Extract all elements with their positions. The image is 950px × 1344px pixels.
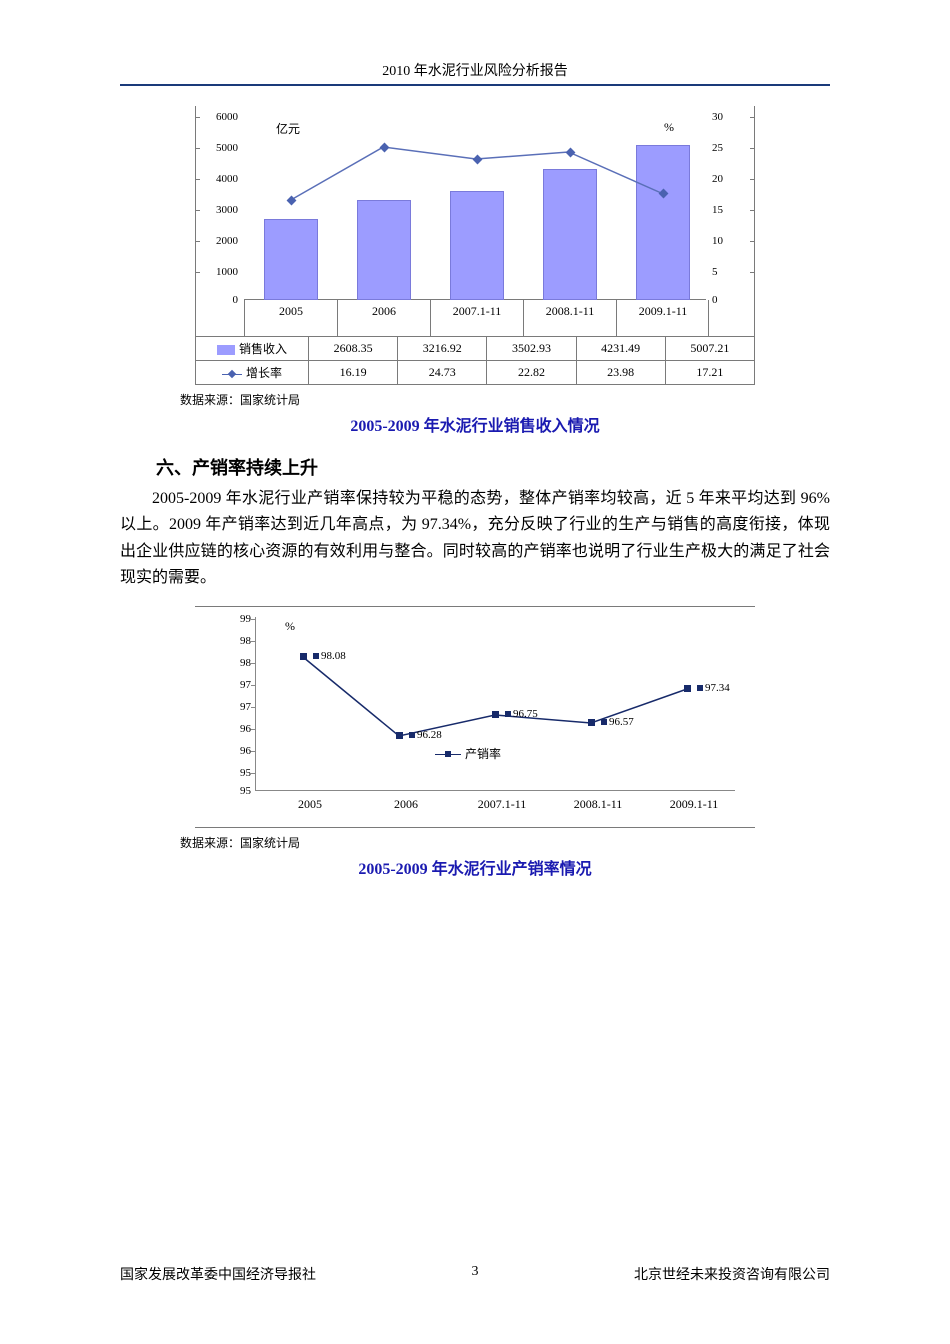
ytick: 95 xyxy=(223,767,251,779)
pt-label-2008: 96.57 xyxy=(601,716,634,728)
yr-tick: 0 xyxy=(712,294,752,306)
pt-label-2005: 98.08 xyxy=(313,650,346,662)
production-sales-ratio-chart: % 99 98 98 97 97 96 96 95 95 xyxy=(195,606,755,828)
section-6-body: 2005-2009 年水泥行业产销率保持较为平稳的态势，整体产销率均较高，近 5… xyxy=(120,486,830,592)
x-cat: 2006 xyxy=(339,304,429,319)
ytick: 96 xyxy=(223,745,251,757)
yl-tick: 6000 xyxy=(198,111,238,123)
cell: 5007.21 xyxy=(665,337,754,361)
x-cat: 2007.1-11 xyxy=(432,304,522,319)
pt-2005 xyxy=(300,653,307,660)
ytick: 98 xyxy=(223,657,251,669)
x-cat: 2005 xyxy=(265,797,355,812)
ytick: 99 xyxy=(223,613,251,625)
yr-tick: 30 xyxy=(712,111,752,123)
yl-tick: 3000 xyxy=(198,204,238,216)
x-cat: 2006 xyxy=(361,797,451,812)
pt-2008 xyxy=(588,719,595,726)
cell: 2608.35 xyxy=(309,337,398,361)
x-cat: 2008.1-11 xyxy=(553,797,643,812)
x-cat: 2008.1-11 xyxy=(525,304,615,319)
yr-tick: 5 xyxy=(712,266,752,278)
ytick: 97 xyxy=(223,679,251,691)
growth-line xyxy=(244,114,706,300)
yl-tick: 4000 xyxy=(198,173,238,185)
ytick: 96 xyxy=(223,723,251,735)
cell: 4231.49 xyxy=(576,337,665,361)
yl-tick: 1000 xyxy=(198,266,238,278)
cell: 3502.93 xyxy=(487,337,576,361)
x-cat: 2005 xyxy=(246,304,336,319)
ratio-line xyxy=(255,617,735,791)
yr-tick: 25 xyxy=(712,142,752,154)
x-cat: 2009.1-11 xyxy=(649,797,739,812)
yl-tick: 5000 xyxy=(198,142,238,154)
page-number: 3 xyxy=(120,1264,830,1280)
chart2-legend: 产销率 xyxy=(435,745,501,762)
x-cat: 2007.1-11 xyxy=(457,797,547,812)
pt-2007 xyxy=(492,711,499,718)
ytick: 95 xyxy=(223,785,251,797)
chart1-source: 数据来源：国家统计局 xyxy=(180,391,830,408)
chart1-title: 2005-2009 年水泥行业销售收入情况 xyxy=(120,412,830,436)
yr-tick: 20 xyxy=(712,173,752,185)
chart1-plot-area xyxy=(244,114,706,300)
chart2-source: 数据来源：国家统计局 xyxy=(180,834,830,851)
chart1-data-table: 销售收入 2608.35 3216.92 3502.93 4231.49 500… xyxy=(195,336,755,385)
section-6-heading: 六、产销率持续上升 xyxy=(156,454,830,480)
pt-label-2007: 96.75 xyxy=(505,708,538,720)
ytick: 98 xyxy=(223,635,251,647)
pt-2009 xyxy=(684,685,691,692)
x-cat: 2009.1-11 xyxy=(618,304,708,319)
legend-line: 增长率 xyxy=(196,361,309,385)
cell: 16.19 xyxy=(309,361,398,385)
page: 2010 年水泥行业风险分析报告 亿元 % 6000 5000 4000 300… xyxy=(0,0,950,1344)
pt-2006 xyxy=(396,732,403,739)
page-header: 2010 年水泥行业风险分析报告 xyxy=(120,60,830,86)
legend-bars: 销售收入 xyxy=(196,337,309,361)
chart2-title: 2005-2009 年水泥行业产销率情况 xyxy=(120,855,830,879)
chart2-plot-area: 98.08 96.28 96.75 96.57 97.34 xyxy=(255,617,735,791)
cell: 17.21 xyxy=(665,361,754,385)
pt-label-2006: 96.28 xyxy=(409,729,442,741)
cell: 22.82 xyxy=(487,361,576,385)
cell: 24.73 xyxy=(398,361,487,385)
yr-tick: 10 xyxy=(712,235,752,247)
page-footer: 国家发展改革委中国经济导报社 3 北京世经未来投资咨询有限公司 xyxy=(120,1264,830,1284)
yr-tick: 15 xyxy=(712,204,752,216)
yl-tick: 2000 xyxy=(198,235,238,247)
ytick: 97 xyxy=(223,701,251,713)
sales-revenue-chart: 亿元 % 6000 5000 4000 3000 2000 1000 0 30 … xyxy=(195,106,755,385)
cell: 23.98 xyxy=(576,361,665,385)
pt-label-2009: 97.34 xyxy=(697,682,730,694)
yl-tick: 0 xyxy=(198,294,238,306)
cell: 3216.92 xyxy=(398,337,487,361)
